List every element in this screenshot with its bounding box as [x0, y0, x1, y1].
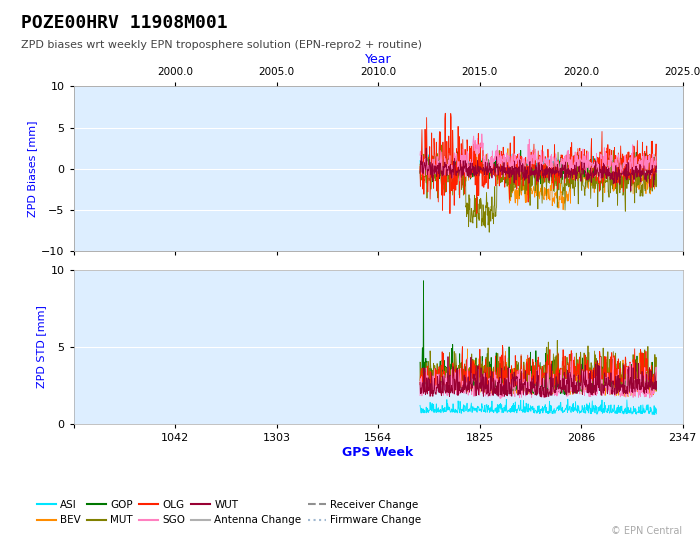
Text: POZE00HRV 11908M001: POZE00HRV 11908M001: [21, 14, 228, 31]
Text: ZPD biases wrt weekly EPN troposphere solution (EPN-repro2 + routine): ZPD biases wrt weekly EPN troposphere so…: [21, 40, 422, 51]
Y-axis label: ZPD Biases [mm]: ZPD Biases [mm]: [27, 120, 37, 217]
Y-axis label: ZPD STD [mm]: ZPD STD [mm]: [36, 306, 46, 388]
X-axis label: Year: Year: [365, 53, 391, 66]
X-axis label: GPS Week: GPS Week: [342, 446, 414, 458]
Legend: ASI, BEV, GOP, MUT, OLG, SGO, WUT, Antenna Change, Receiver Change, Firmware Cha: ASI, BEV, GOP, MUT, OLG, SGO, WUT, Anten…: [33, 496, 426, 529]
Text: © EPN Central: © EPN Central: [611, 525, 682, 536]
